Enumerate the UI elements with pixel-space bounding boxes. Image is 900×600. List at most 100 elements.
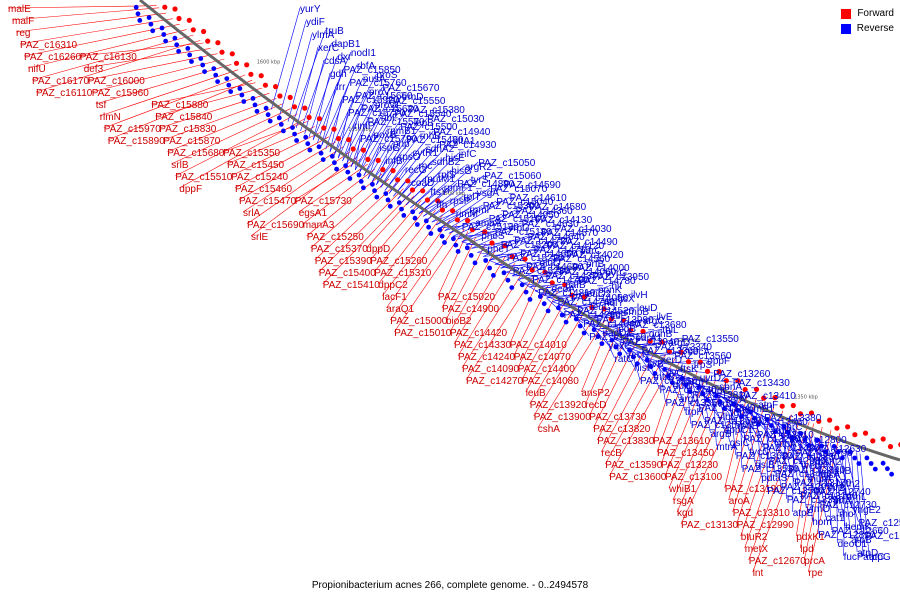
reverse-gene-label[interactable]: argC xyxy=(643,316,665,327)
reverse-gene-label[interactable]: atpE xyxy=(793,508,814,519)
forward-gene-label[interactable]: reg xyxy=(16,28,30,39)
reverse-gene-label[interactable]: PAZ_c15220 xyxy=(507,253,565,264)
reverse-gene-label[interactable]: dxr xyxy=(338,52,353,63)
reverse-gene-label[interactable]: ilvE xyxy=(656,312,672,323)
forward-gene-label[interactable]: PAZ_c15510 xyxy=(175,172,233,183)
reverse-gene-label[interactable]: PAZ_c15570 xyxy=(368,117,426,128)
reverse-gene-label[interactable]: atpA xyxy=(776,439,797,450)
reverse-gene-label[interactable]: pnp xyxy=(393,139,410,150)
reverse-gene-label[interactable]: helY xyxy=(604,298,624,309)
forward-gene-label[interactable]: PAZ_c13730 xyxy=(589,412,647,423)
reverse-gene-label[interactable]: ydiF xyxy=(306,17,325,28)
forward-gene-label[interactable]: PAZ_c12670 xyxy=(749,556,807,567)
reverse-gene-label[interactable]: PAZ_c15200 xyxy=(501,240,559,251)
reverse-gene-label[interactable]: truB xyxy=(326,26,345,37)
reverse-gene-label[interactable]: PAZ_c15380 xyxy=(408,105,466,116)
reverse-gene-label[interactable]: PAZ_c15180 xyxy=(495,227,553,238)
reverse-gene-label[interactable]: argD xyxy=(668,338,690,349)
reverse-gene-label[interactable]: PAZ_c12810 xyxy=(818,530,876,541)
reverse-gene-label[interactable]: rplT xyxy=(463,192,480,203)
forward-gene-label[interactable]: prcA xyxy=(804,556,825,567)
reverse-gene-label[interactable]: PAZ_c14520 xyxy=(577,306,635,317)
reverse-gene-label[interactable]: PAZ_c13140 xyxy=(800,491,858,502)
reverse-gene-label[interactable]: yhgE2 xyxy=(853,505,882,516)
reverse-gene-label[interactable]: hom xyxy=(812,517,831,528)
reverse-gene-label[interactable]: PAZ_c15660 xyxy=(356,91,414,102)
reverse-gene-label[interactable]: PAZ_c14130 xyxy=(535,215,593,226)
forward-gene-label[interactable]: PAZ_c14090 xyxy=(462,364,520,375)
forward-gene-label[interactable]: PAZ_c15000 xyxy=(390,316,448,327)
reverse-gene-label[interactable]: prfA xyxy=(833,496,852,507)
reverse-gene-label[interactable]: mtrA xyxy=(716,442,737,453)
reverse-gene-label[interactable]: yfmO xyxy=(806,504,830,515)
reverse-gene-label[interactable]: PAZ_c15490 xyxy=(406,135,464,146)
reverse-gene-label[interactable]: PAZ_c13360 xyxy=(642,346,700,357)
reverse-gene-label[interactable]: PAZ_c13400 xyxy=(775,469,833,480)
forward-gene-label[interactable]: PAZ_c15970 xyxy=(104,124,162,135)
reverse-gene-label[interactable]: recG xyxy=(405,165,427,176)
reverse-gene-label[interactable]: pyrG xyxy=(606,268,628,279)
reverse-gene-label[interactable]: PAZ_c14000 xyxy=(573,263,631,274)
reverse-gene-label[interactable]: tyrS xyxy=(471,175,489,186)
forward-gene-label[interactable]: PAZ_c14330 xyxy=(454,340,512,351)
forward-gene-label[interactable]: PAZ_c13610 xyxy=(653,436,711,447)
reverse-gene-label[interactable]: proS xyxy=(376,70,397,81)
reverse-gene-label[interactable]: uvrD1 xyxy=(712,399,739,410)
forward-gene-label[interactable]: PAZ_c16110 xyxy=(36,88,93,99)
forward-gene-label[interactable]: kgd xyxy=(677,508,693,519)
forward-gene-label[interactable]: PAZ_c13590 xyxy=(605,460,663,471)
reverse-gene-label[interactable]: lpqB xyxy=(616,324,636,335)
reverse-gene-label[interactable]: leuD xyxy=(637,303,658,314)
forward-gene-label[interactable]: PAZ_c13900 xyxy=(534,412,592,423)
forward-gene-label[interactable]: manA3 xyxy=(303,220,335,231)
reverse-gene-label[interactable]: PAZ_c13530 xyxy=(742,464,800,475)
reverse-gene-label[interactable]: murA xyxy=(808,474,832,485)
reverse-gene-label[interactable]: argJ xyxy=(679,394,698,405)
reverse-gene-label[interactable]: PAZ_c14040 xyxy=(583,319,641,330)
reverse-gene-label[interactable]: sdhA2 xyxy=(426,144,455,155)
reverse-gene-label[interactable]: atpD xyxy=(857,548,878,559)
forward-gene-label[interactable]: PAZ_c15400 xyxy=(319,268,377,279)
reverse-gene-label[interactable]: PAZ_c14740 xyxy=(558,297,616,308)
forward-gene-label[interactable]: pdxK1 xyxy=(796,532,825,543)
reverse-gene-label[interactable]: pth2 xyxy=(841,479,861,490)
forward-gene-label[interactable]: rpe xyxy=(808,568,823,579)
forward-gene-label[interactable]: PAZ_c16170 xyxy=(32,76,90,87)
reverse-gene-label[interactable]: PAZ_c14360 xyxy=(516,206,574,217)
reverse-gene-label[interactable]: PAZ_c15070 xyxy=(490,184,548,195)
reverse-gene-label[interactable]: PAZ_c12740 xyxy=(814,487,872,498)
reverse-gene-label[interactable]: PAZ_c14780 xyxy=(579,276,637,287)
forward-gene-label[interactable]: srlB xyxy=(171,160,189,171)
reverse-gene-label[interactable]: cdsA xyxy=(324,56,347,67)
reverse-gene-label[interactable]: ppnK xyxy=(598,285,622,296)
reverse-gene-label[interactable]: cat1 xyxy=(826,513,845,524)
reverse-gene-label[interactable]: ilvH xyxy=(631,290,648,301)
reverse-gene-label[interactable]: pdtaS xyxy=(761,473,787,484)
reverse-gene-label[interactable]: PAZ_c13990 xyxy=(597,315,655,326)
reverse-gene-label[interactable]: PAZ_c13810 xyxy=(692,390,750,401)
reverse-gene-label[interactable]: PAZ_c13430 xyxy=(733,378,791,389)
forward-gene-label[interactable]: PAZ_c15680 xyxy=(167,148,225,159)
reverse-gene-label[interactable]: PAZ_c14290 xyxy=(564,310,622,321)
forward-gene-label[interactable]: PAZ_c16000 xyxy=(88,76,146,87)
reverse-gene-label[interactable]: ftsY xyxy=(430,187,448,198)
reverse-gene-label[interactable]: PAZ_c13550 xyxy=(682,334,740,345)
reverse-gene-label[interactable]: PAZ_c14060 xyxy=(559,267,617,278)
reverse-gene-label[interactable]: ftsK xyxy=(680,364,698,375)
reverse-gene-label[interactable]: gdhB xyxy=(649,329,673,340)
forward-gene-label[interactable]: dppC2 xyxy=(378,280,408,291)
reverse-gene-label[interactable]: ddl1 xyxy=(673,381,692,392)
forward-gene-label[interactable]: PAZ_c14070 xyxy=(514,352,572,363)
reverse-gene-label[interactable]: proW xyxy=(375,100,399,111)
reverse-gene-label[interactable]: PAZ_c14650 xyxy=(520,249,578,260)
reverse-gene-label[interactable]: hisE xyxy=(445,153,465,164)
forward-gene-label[interactable]: dppD xyxy=(366,244,390,255)
reverse-gene-label[interactable]: PAZ_c12800 xyxy=(790,435,848,446)
reverse-gene-label[interactable]: nodI1 xyxy=(351,48,376,59)
forward-gene-label[interactable]: PAZ_c14080 xyxy=(522,376,580,387)
reverse-gene-label[interactable]: PAZ_c15300 xyxy=(483,201,541,212)
reverse-gene-label[interactable]: trmD xyxy=(402,92,424,103)
reverse-gene-label[interactable]: mtrB xyxy=(654,372,675,383)
reverse-gene-label[interactable]: yurY xyxy=(300,4,321,15)
reverse-gene-label[interactable]: PAZ_c14640 xyxy=(528,232,586,243)
